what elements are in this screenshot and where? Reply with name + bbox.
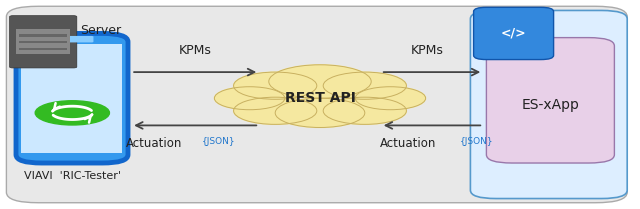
Circle shape xyxy=(214,87,285,110)
Text: REST API: REST API xyxy=(285,91,355,105)
Circle shape xyxy=(323,72,406,99)
FancyBboxPatch shape xyxy=(16,33,128,163)
Circle shape xyxy=(269,65,371,98)
Bar xyxy=(19,48,67,50)
Circle shape xyxy=(323,97,406,124)
FancyBboxPatch shape xyxy=(21,44,122,153)
Circle shape xyxy=(275,98,365,127)
Text: KPMs: KPMs xyxy=(179,45,212,57)
Text: Server: Server xyxy=(80,24,121,37)
Text: </>: </> xyxy=(500,27,527,40)
Text: Actuation: Actuation xyxy=(380,137,436,150)
FancyBboxPatch shape xyxy=(470,10,627,199)
Circle shape xyxy=(234,97,317,124)
Text: {JSON}: {JSON} xyxy=(202,137,236,146)
Circle shape xyxy=(234,72,317,99)
Bar xyxy=(19,41,67,43)
Text: {JSON}: {JSON} xyxy=(460,137,493,146)
Text: Actuation: Actuation xyxy=(125,137,182,150)
Text: VIAVI  'RIC-Tester': VIAVI 'RIC-Tester' xyxy=(24,171,121,181)
Text: ES-xApp: ES-xApp xyxy=(522,98,579,111)
FancyBboxPatch shape xyxy=(10,16,77,68)
FancyBboxPatch shape xyxy=(6,6,627,203)
Circle shape xyxy=(355,87,426,110)
FancyBboxPatch shape xyxy=(486,38,614,163)
Circle shape xyxy=(35,101,109,125)
Text: KPMs: KPMs xyxy=(411,45,444,57)
Bar xyxy=(16,29,70,54)
Bar xyxy=(19,34,67,37)
FancyBboxPatch shape xyxy=(474,7,554,60)
FancyBboxPatch shape xyxy=(54,36,93,42)
